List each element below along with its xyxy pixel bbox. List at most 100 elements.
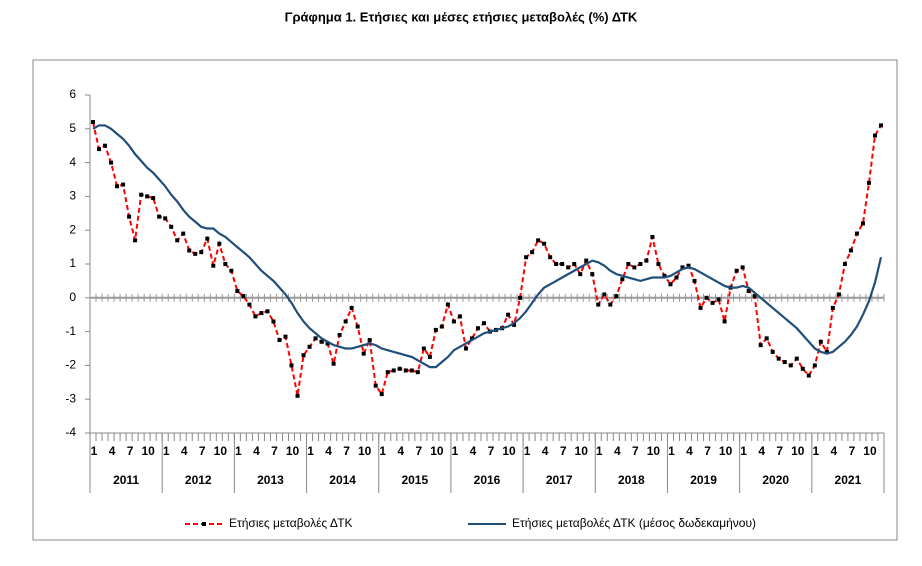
x-tick-label: 10 [358, 444, 372, 458]
x-tick-label: 7 [776, 444, 783, 458]
series-marker [241, 294, 246, 299]
series-marker [650, 234, 655, 239]
series-marker [806, 373, 811, 378]
series-marker [566, 265, 571, 270]
series-marker [608, 302, 613, 307]
series-marker [824, 349, 829, 354]
series-marker [866, 180, 871, 185]
series-marker [722, 319, 727, 324]
x-tick-label: 4 [758, 444, 765, 458]
x-tick-label: 10 [791, 444, 805, 458]
series-marker [301, 353, 306, 358]
series-marker [638, 262, 643, 266]
series-marker [115, 184, 120, 189]
series-marker [295, 393, 300, 398]
series-marker [848, 248, 853, 253]
series-marker [163, 216, 168, 221]
series-marker [313, 336, 318, 341]
year-label: 2014 [329, 473, 356, 487]
chart-title: Γράφημα 1. Ετήσιες και μέσες ετήσιες μετ… [285, 9, 638, 24]
series-marker [872, 133, 877, 138]
x-tick-label: 7 [488, 444, 495, 458]
x-tick-label: 7 [560, 444, 567, 458]
year-label: 2021 [835, 473, 862, 487]
x-tick-label: 1 [524, 444, 531, 458]
x-tick-label: 1 [740, 444, 747, 458]
x-tick-label: 4 [686, 444, 693, 458]
series-marker [758, 343, 763, 348]
series-marker [205, 236, 210, 241]
series-marker [271, 319, 276, 324]
x-tick-label: 4 [181, 444, 188, 458]
series-marker [343, 319, 348, 324]
series-marker [668, 282, 673, 287]
x-tick-label: 10 [430, 444, 444, 458]
series-marker [800, 366, 805, 371]
series-marker [746, 289, 751, 294]
year-label: 2012 [185, 473, 212, 487]
series-marker [692, 278, 697, 283]
series-marker [133, 238, 138, 243]
x-tick-label: 7 [704, 444, 711, 458]
x-tick-label: 4 [325, 444, 332, 458]
series-marker [109, 160, 114, 165]
series-marker [740, 265, 745, 270]
series-marker [632, 265, 637, 270]
x-tick-label: 10 [502, 444, 516, 458]
series-marker [469, 336, 474, 341]
series-marker [475, 326, 480, 331]
series-marker [590, 272, 595, 277]
series-marker [463, 346, 468, 351]
series-marker [518, 295, 523, 300]
series-marker [764, 336, 769, 341]
series-marker [674, 275, 679, 280]
series-marker [91, 120, 96, 125]
series-marker [506, 312, 511, 317]
series-marker [403, 368, 408, 373]
series-marker [199, 250, 204, 255]
series-marker [626, 262, 631, 266]
series-marker [127, 214, 132, 219]
series-marker [572, 262, 577, 266]
series-marker [319, 339, 324, 344]
series-marker [836, 292, 841, 297]
y-tick-label: -4 [65, 425, 76, 439]
series-marker [530, 250, 535, 255]
x-tick-label: 1 [307, 444, 314, 458]
y-tick-label: 4 [69, 155, 76, 169]
series-line [92, 121, 882, 397]
x-tick-label: 7 [632, 444, 639, 458]
year-label: 2020 [762, 473, 789, 487]
series-marker [788, 363, 793, 368]
series-marker [421, 346, 426, 351]
series-marker [818, 339, 823, 344]
series-marker [433, 327, 438, 332]
series-marker [698, 305, 703, 310]
series-marker [620, 277, 625, 282]
y-tick-label: -1 [65, 324, 76, 338]
x-tick-label: 1 [812, 444, 819, 458]
series-marker [596, 302, 601, 307]
series-marker [662, 273, 667, 278]
x-tick-label: 1 [452, 444, 459, 458]
x-tick-label: 1 [163, 444, 170, 458]
series-marker [139, 192, 144, 197]
series-marker [217, 241, 222, 246]
series-marker [247, 302, 252, 307]
year-label: 2015 [401, 473, 428, 487]
series-marker [776, 356, 781, 361]
series-marker [427, 354, 432, 359]
x-tick-label: 10 [719, 444, 733, 458]
year-label: 2017 [546, 473, 573, 487]
series-marker [379, 392, 384, 397]
x-tick-label: 7 [849, 444, 856, 458]
series-marker [211, 263, 216, 268]
y-tick-label: 3 [69, 189, 76, 203]
series-marker [289, 363, 294, 368]
series-marker [355, 324, 360, 329]
x-tick-label: 7 [271, 444, 278, 458]
series-marker [367, 338, 372, 343]
y-tick-label: 5 [69, 121, 76, 135]
series-marker [283, 334, 288, 339]
